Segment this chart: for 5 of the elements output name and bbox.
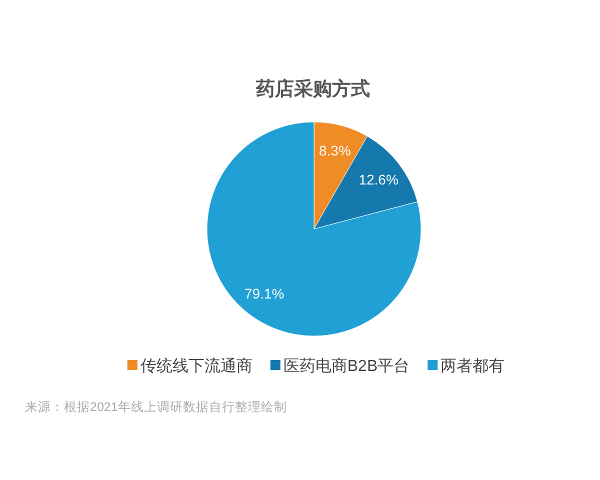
annotation: 来源：根据2021年线上调研数据自行整理绘制 [25, 400, 287, 414]
legend-label: 两者都有 [440, 357, 505, 375]
legend-label: 传统线下流通商 [140, 357, 252, 375]
title: 药店采购方式 [256, 79, 370, 100]
legend-label: 医药电商B2B平台 [283, 357, 410, 375]
